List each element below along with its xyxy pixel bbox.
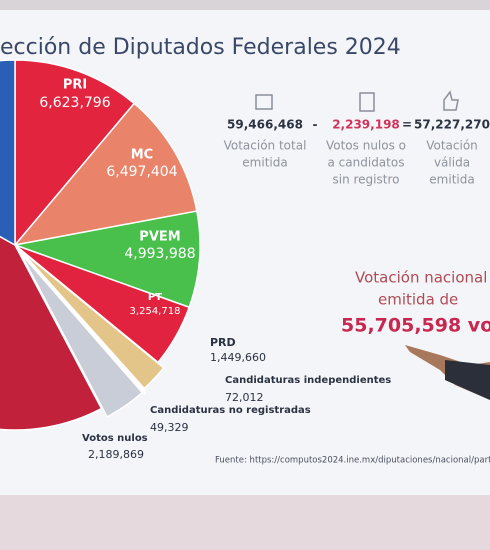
equation-caption: Votación xyxy=(426,139,478,153)
national-value: 55,705,598 voto xyxy=(341,315,490,337)
equation-term: 2,239,198 xyxy=(332,118,400,132)
pie-slice xyxy=(19,252,144,418)
slice-value: 6,497,404 xyxy=(106,164,177,180)
equation-caption: válida xyxy=(434,156,470,170)
slice-value: 3,254,718 xyxy=(130,306,181,317)
slice-label: PT xyxy=(148,292,162,303)
source: Fuente: https://computos2024.ine.mx/dipu… xyxy=(215,456,490,466)
slice-value: 1,449,660 xyxy=(210,351,266,364)
national-label: emitida de xyxy=(378,291,458,309)
equation-term: 57,227,270 xyxy=(414,118,490,132)
pie-slice xyxy=(0,59,16,247)
equation-caption: emitida xyxy=(429,173,474,187)
slice-label: Candidaturas independientes xyxy=(225,375,391,386)
equation-caption: Votos nulos o xyxy=(326,139,406,153)
equation-term: 59,466,468 xyxy=(227,118,303,132)
pie-slice xyxy=(12,210,201,309)
equation-caption: a candidatos xyxy=(328,156,405,170)
slice-label: Candidaturas no registradas xyxy=(150,405,311,416)
slice-label: Votos nulos xyxy=(82,433,148,444)
equation-caption: sin registro xyxy=(333,173,400,187)
slice-label: PVEM xyxy=(139,230,180,245)
chart-title: ección de Diputados Federales 2024 xyxy=(0,35,401,60)
slice-value: 2,189,869 xyxy=(88,448,144,461)
slice-label: PRI xyxy=(63,78,87,93)
pie-slice xyxy=(14,59,136,248)
ballot-icon xyxy=(255,94,273,110)
slice-value: 4,993,988 xyxy=(124,246,195,262)
slice-value: 72,012 xyxy=(225,391,264,404)
void-icon xyxy=(359,92,375,112)
icons xyxy=(255,90,459,112)
equation-term: = xyxy=(402,118,412,132)
equation-caption: emitida xyxy=(242,156,287,170)
floor xyxy=(0,495,490,550)
pie-slice xyxy=(13,102,198,247)
equation-caption: Votación total xyxy=(224,139,307,153)
equation-term: - xyxy=(313,118,318,132)
slice-label: PRD xyxy=(210,336,236,349)
thumb-icon xyxy=(443,90,459,111)
slice-value: 6,623,796 xyxy=(39,95,110,111)
national-label: Votación nacional xyxy=(355,269,487,287)
slice-label: MC xyxy=(131,148,153,163)
pie-slice xyxy=(22,253,147,395)
slice-value: 49,329 xyxy=(150,421,189,434)
pie-slice xyxy=(0,235,103,431)
presenter-sleeve xyxy=(445,360,490,400)
